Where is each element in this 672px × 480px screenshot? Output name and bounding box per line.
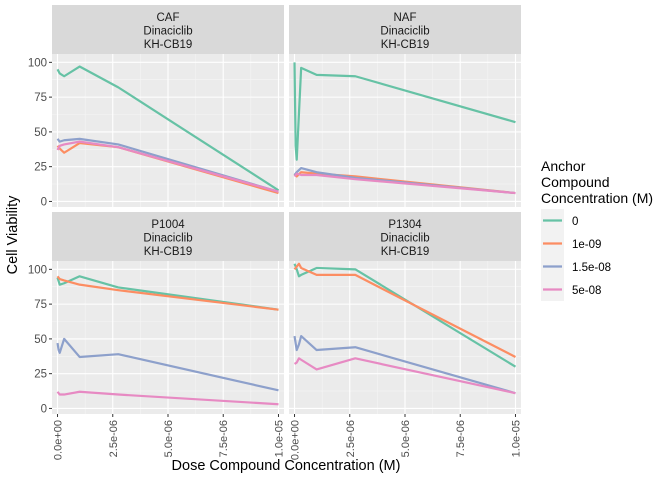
y-tick-label: 25 bbox=[34, 162, 47, 174]
y-tick-label: 100 bbox=[28, 57, 47, 69]
facet-strip-label: P1304 bbox=[388, 219, 422, 231]
x-tick-label: 7.5e-06 bbox=[455, 420, 467, 457]
series-line-1-5e-08 bbox=[56, 337, 279, 392]
x-tick-label: 2.5e-06 bbox=[345, 420, 357, 457]
facet-strip-label: Dinaciclib bbox=[380, 26, 429, 38]
y-axis-label: Cell Viability bbox=[5, 195, 21, 274]
legend-entry-label: 1.5e-08 bbox=[572, 262, 611, 274]
legend-entry-label: 5e-08 bbox=[572, 285, 601, 297]
facet-strip-label: Dinaciclib bbox=[143, 233, 192, 245]
x-axis-label: Dose Compound Concentration (M) bbox=[172, 458, 401, 474]
y-tick-label: 50 bbox=[34, 334, 47, 346]
facet-strip-label: Dinaciclib bbox=[380, 233, 429, 245]
series-line-5e-08 bbox=[56, 140, 279, 193]
x-tick-label: 2.5e-06 bbox=[108, 420, 120, 457]
series-line-5e-08 bbox=[293, 357, 516, 395]
x-tick-label: 5.0e-06 bbox=[163, 420, 175, 457]
x-tick-label: 5.0e-06 bbox=[400, 420, 412, 457]
facet-strip-label: P1004 bbox=[151, 219, 185, 231]
facet-strip bbox=[52, 212, 284, 261]
legend-entry-label: 0 bbox=[572, 216, 578, 228]
facet-strip bbox=[289, 212, 521, 261]
facet-strip-label: KH-CB19 bbox=[381, 39, 430, 51]
x-tick-label: 0.0e+00 bbox=[290, 420, 302, 460]
facet-strip-label: Dinaciclib bbox=[143, 26, 192, 38]
legend-title: Anchor bbox=[541, 158, 586, 174]
y-tick-label: 75 bbox=[34, 92, 47, 104]
facet-strip-label: KH-CB19 bbox=[381, 246, 430, 258]
x-tick-label: 1.0e-05 bbox=[510, 420, 522, 457]
series-line-5e-08 bbox=[56, 390, 279, 406]
facet-strip bbox=[289, 5, 521, 54]
facet-strip-label: KH-CB19 bbox=[144, 39, 193, 51]
x-tick-label: 0.0e+00 bbox=[53, 420, 65, 460]
x-tick-label: 1.0e-05 bbox=[273, 420, 285, 457]
legend-title: Compound bbox=[541, 174, 610, 190]
facet-strip bbox=[52, 5, 284, 54]
facet-strip-label: CAF bbox=[157, 12, 180, 24]
series-line-0 bbox=[56, 65, 280, 192]
series-line-1e-09 bbox=[293, 262, 516, 358]
facet-strip-label: KH-CB19 bbox=[144, 246, 193, 258]
series-line-0 bbox=[293, 62, 516, 161]
y-tick-label: 100 bbox=[28, 264, 47, 276]
series-line-1-5e-08 bbox=[56, 137, 279, 193]
y-tick-label: 50 bbox=[34, 127, 47, 139]
series-line-1-5e-08 bbox=[293, 335, 516, 395]
series-line-5e-08 bbox=[293, 172, 516, 195]
y-tick-label: 0 bbox=[41, 403, 47, 415]
facet-panels: CAFDinaciclibKH-CB19NAFDinaciclibKH-CB19… bbox=[52, 5, 521, 414]
facet-strip-label: NAF bbox=[394, 12, 417, 24]
y-tick-label: 25 bbox=[34, 369, 47, 381]
series-line-0 bbox=[293, 263, 517, 368]
legend-entry-label: 1e-09 bbox=[572, 239, 601, 251]
x-tick-label: 7.5e-06 bbox=[218, 420, 230, 457]
axes: 0 25 50 75 100 0 25 50 75 100 0.0e+00 2.5e-06 5.0e-0… bbox=[28, 57, 523, 460]
y-tick-label: 0 bbox=[41, 196, 47, 208]
legend-title: Concentration (M) bbox=[541, 190, 653, 206]
y-tick-label: 75 bbox=[34, 299, 47, 311]
series-line-0 bbox=[56, 275, 279, 311]
series-line-1e-09 bbox=[56, 275, 279, 311]
